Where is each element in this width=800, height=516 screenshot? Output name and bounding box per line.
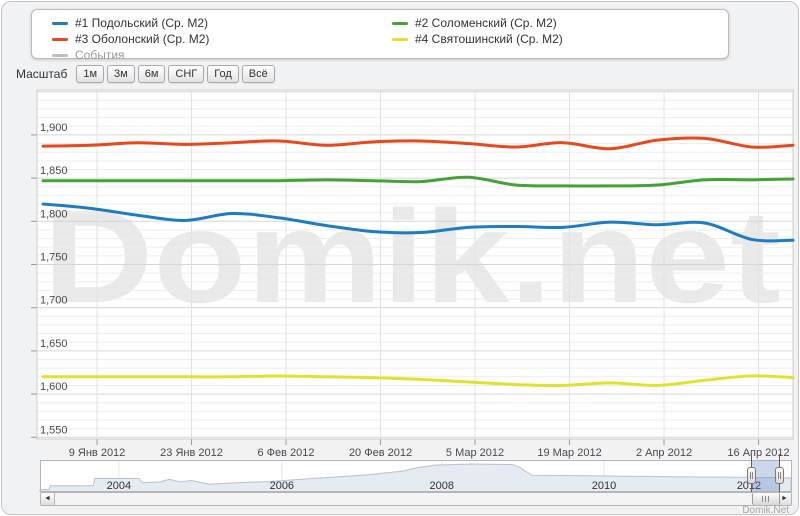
navigator-year-label: 2004 [107,480,131,492]
credits-label: Domik.Net [742,505,789,516]
y-axis-label: 1,600 [40,381,68,393]
series-line-2 [41,175,795,188]
range-button-ytd[interactable]: СНГ [168,65,205,83]
range-button-all[interactable]: Всё [241,65,275,83]
legend-item-events[interactable]: События [52,47,392,63]
x-axis-label: 19 Мар 2012 [537,447,601,459]
y-axis-label: 1,650 [40,338,68,350]
legend-item-obolonsky[interactable]: #3 Оболонский (Ср. М2) [52,31,392,47]
range-button-6m[interactable]: 6м [137,65,166,83]
navigator-right-handle[interactable] [775,467,784,484]
legend-label: #3 Оболонский (Ср. М2) [75,32,210,46]
series-1-marker-icon [52,21,68,25]
x-axis-label: 16 Апр 2012 [727,447,789,459]
x-axis-label: 6 Фев 2012 [258,447,315,459]
scrollbar-thumb[interactable] [752,493,780,505]
navigator-year-label: 2008 [430,480,454,492]
legend-item-podolsky[interactable]: #1 Подольский (Ср. М2) [52,15,392,31]
legend-label: События [75,48,125,62]
watermark: Domik.net [43,183,781,330]
events-marker-icon [52,53,68,57]
y-axis-label: 1,900 [40,122,68,134]
legend-label: #1 Подольский (Ср. М2) [75,16,209,30]
x-axis-label: 5 Мар 2012 [446,447,504,459]
legend: #1 Подольский (Ср. М2) #2 Соломенский (С… [31,9,729,62]
series-line-1 [41,202,795,243]
x-axis-label: 23 Янв 2012 [160,447,223,459]
legend-item-svyatoshinsky[interactable]: #4 Святошинский (Ср. М2) [392,31,728,47]
series-2-marker-icon [392,21,408,25]
navigator-chart[interactable]: 2004 2006 2008 2010 2012 [2,458,800,498]
legend-label: #4 Святошинский (Ср. М2) [415,32,563,46]
y-axis-label: 1,550 [40,424,68,436]
x-axis-label: 9 Янв 2012 [69,447,126,459]
zoom-toolbar: Масштаб 1м 3м 6м СНГ Год Всё [16,64,278,84]
legend-label: #2 Соломенский (Ср. М2) [415,16,557,30]
navigator-left-handle[interactable] [747,467,756,484]
navigator-scrollbar[interactable]: ◄ ► [40,492,792,506]
series-3-marker-icon [52,37,68,41]
series-line-3 [41,136,795,151]
series-4-marker-icon [392,37,408,41]
navigator-area [39,463,792,492]
navigator-year-label: 2006 [270,480,294,492]
y-axis-label: 1,750 [40,252,68,264]
y-axis-label: 1,800 [40,208,68,220]
series-line-4 [41,374,795,388]
zoom-label: Масштаб [16,67,68,81]
scroll-left-icon[interactable]: ◄ [41,493,55,505]
range-button-1y[interactable]: Год [207,65,239,83]
y-axis-label: 1,700 [40,295,68,307]
y-axis-label: 1,850 [40,165,68,177]
range-button-1m[interactable]: 1м [76,65,105,83]
x-axis-label: 20 Фев 2012 [349,447,412,459]
navigator-year-label: 2010 [592,480,616,492]
legend-item-solomensky[interactable]: #2 Соломенский (Ср. М2) [392,15,728,31]
x-axis-label: 2 Апр 2012 [636,447,692,459]
price-line-chart[interactable]: Domik.net 9 Янв 2012 23 Янв 2012 6 Фев 2012… [2,88,800,460]
range-button-3m[interactable]: 3м [107,65,135,83]
